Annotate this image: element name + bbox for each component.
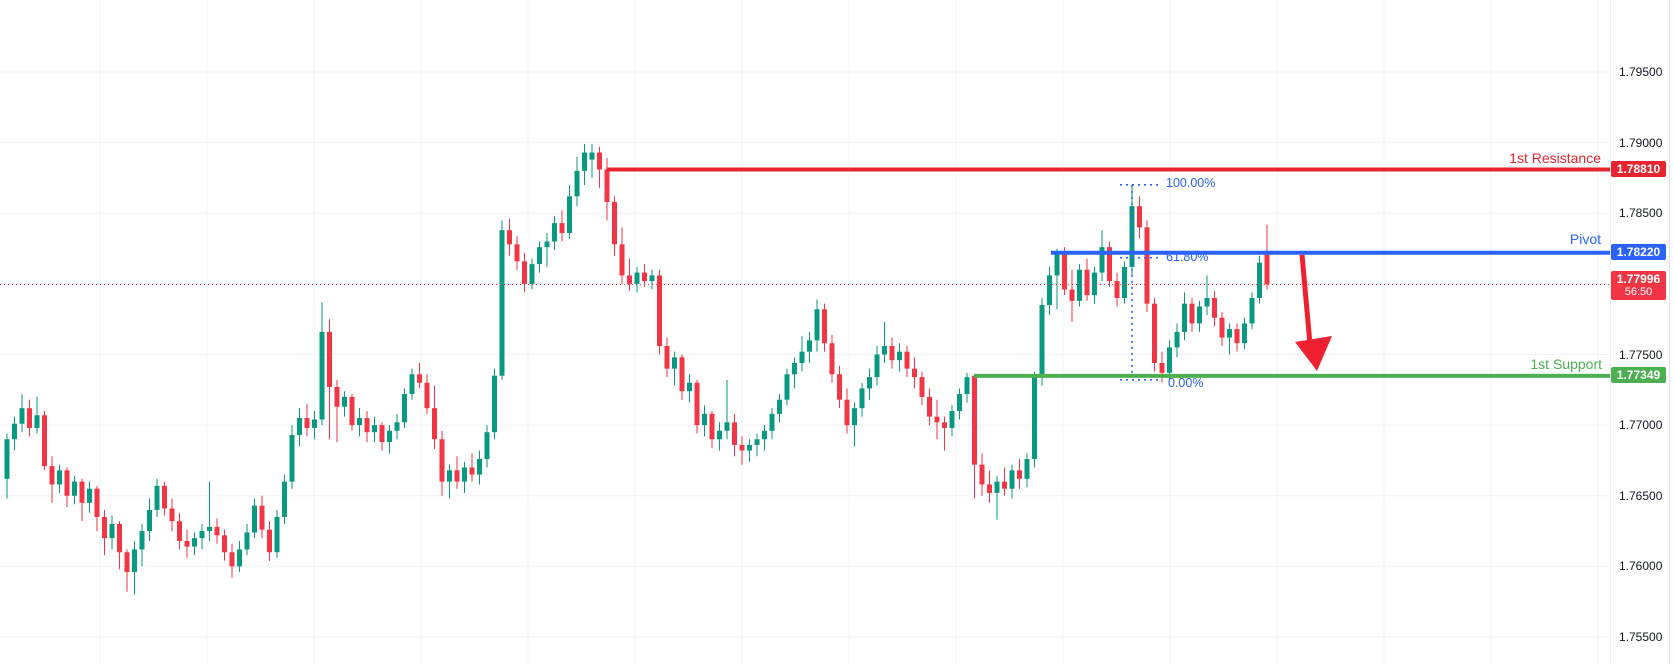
- bar-countdown: 56:50: [1624, 286, 1653, 299]
- candles[interactable]: [4, 144, 1270, 595]
- axis-tick-label: 1.77500: [1619, 347, 1663, 362]
- axis-tick-label: 1.76000: [1619, 559, 1663, 574]
- fib-0-percent-label: 0.00%: [1168, 376, 1204, 390]
- right-gutter: [1669, 0, 1674, 664]
- price-axis[interactable]: 1.795001.790001.785001.780001.775001.770…: [1610, 0, 1670, 664]
- axis-tick-label: 1.79000: [1619, 135, 1663, 150]
- down-arrow[interactable]: [1295, 254, 1332, 371]
- axis-tick-label: 1.79500: [1619, 65, 1663, 79]
- last-price-badge: 1.77996 56:50: [1611, 271, 1666, 301]
- axis-tick-label: 1.76500: [1619, 488, 1663, 503]
- gridlines: [0, 0, 1610, 664]
- pivot-price-badge: 1.78220: [1611, 244, 1666, 261]
- last-price-value: 1.77996: [1616, 272, 1661, 287]
- fib-100-percent-label: 100.00%: [1166, 176, 1216, 190]
- support-price-badge: 1.77349: [1611, 367, 1666, 384]
- fib-61.8-percent-label: 61.80%: [1166, 250, 1209, 264]
- resistance-price-badge: 1.78810: [1611, 160, 1666, 177]
- support-line-label: 1st Support: [1530, 356, 1602, 372]
- axis-tick-label: 1.78500: [1619, 206, 1663, 221]
- resistance-line-label: 1st Resistance: [1509, 150, 1601, 166]
- axis-tick-label: 1.77000: [1619, 418, 1663, 433]
- pivot-line-label: Pivot: [1569, 231, 1601, 247]
- axis-tick-label: 1.75500: [1619, 630, 1663, 644]
